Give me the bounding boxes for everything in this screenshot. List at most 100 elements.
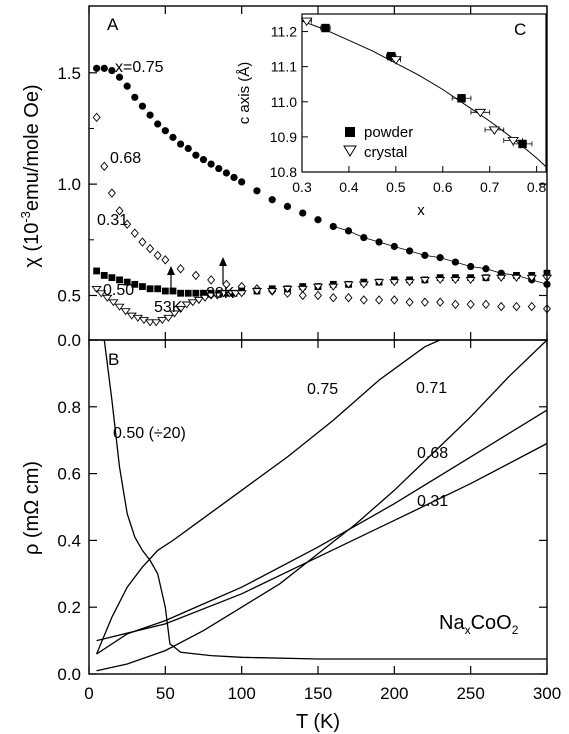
point-x050 xyxy=(267,288,278,296)
point-x031 xyxy=(123,278,131,286)
point-x075 xyxy=(238,178,246,186)
point-x068 xyxy=(115,206,124,216)
panel-a-y-axis-title: χ (10-3emu/mole Oe) xyxy=(18,84,43,267)
point-x075 xyxy=(283,202,292,210)
point-x050 xyxy=(450,277,461,285)
point-x075 xyxy=(329,222,337,231)
panel-b-x-tick-label: 100 xyxy=(227,684,255,703)
point-x068 xyxy=(497,301,506,312)
panel-a-y-tick-label: 1.0 xyxy=(57,175,81,194)
point-x068 xyxy=(405,297,414,307)
point-x075 xyxy=(199,156,208,164)
point-x050 xyxy=(251,288,263,296)
point-x050 xyxy=(144,319,156,327)
point-x068 xyxy=(207,275,216,285)
point-x050 xyxy=(435,277,446,285)
point-x075 xyxy=(207,160,215,168)
point-x050 xyxy=(169,310,180,318)
point-x075 xyxy=(360,233,368,242)
point-x050 xyxy=(96,290,107,298)
panel-b-x-axis-title: T (K) xyxy=(296,711,340,733)
point-x068 xyxy=(176,264,185,274)
point-powder xyxy=(518,139,527,149)
point-x075 xyxy=(406,247,414,255)
legend-powder-label: powder xyxy=(364,124,413,141)
point-x050 xyxy=(206,292,217,300)
label-b-071: 0.71 xyxy=(416,380,447,397)
point-x075 xyxy=(184,144,192,153)
panel-b-x-tick-label: 0 xyxy=(84,684,93,703)
panel-b-y-tick-label: 0.2 xyxy=(57,598,81,617)
point-x050 xyxy=(480,274,492,282)
point-x050 xyxy=(373,279,385,287)
point-x031 xyxy=(177,289,184,297)
point-x050 xyxy=(526,274,537,282)
panel-b-x-tick-label: 250 xyxy=(456,684,484,703)
point-x075 xyxy=(253,187,261,195)
point-x050 xyxy=(343,281,354,289)
panel-c-background xyxy=(302,14,546,172)
point-x050 xyxy=(404,279,415,287)
point-x050 xyxy=(297,285,308,293)
label-b-068: 0.68 xyxy=(417,445,448,462)
panel-c-y-axis-title: c axis (Å) xyxy=(236,62,253,125)
point-x075 xyxy=(268,196,276,204)
point-x031 xyxy=(139,283,146,290)
panel-c-x-tick-label: 0.7 xyxy=(480,179,500,195)
point-x075 xyxy=(299,209,307,217)
curve-05020 xyxy=(103,339,547,660)
point-x068 xyxy=(314,290,322,301)
point-x050 xyxy=(511,274,522,282)
panel-c-x-axis-title: x xyxy=(417,202,425,219)
point-x075 xyxy=(421,251,429,259)
arrow-88k-label: 88K xyxy=(206,285,235,302)
point-x075 xyxy=(169,133,177,141)
panel-c-ticks: 0.3 0.4 0.5 0.6 0.7 0.8 10.8 10.9 11.0 11.1 11.2 xyxy=(270,24,547,195)
point-x031 xyxy=(93,267,101,275)
point-x050 xyxy=(465,277,476,285)
panel-c-series-layer xyxy=(300,17,547,168)
curve-031 xyxy=(96,442,548,642)
panel-c-x-tick-label: 0.8 xyxy=(527,179,547,195)
point-x075 xyxy=(230,173,238,182)
label-b-050: 0.50 (÷20) xyxy=(113,425,186,442)
point-x050 xyxy=(193,297,205,305)
point-crystal xyxy=(507,137,520,146)
panel-b-series-layer xyxy=(95,339,548,672)
panel-b-y-tick-label: 0.0 xyxy=(57,331,81,350)
point-x050 xyxy=(236,290,247,298)
panel-c-y-tick-label: 10.8 xyxy=(270,164,297,180)
point-x050 xyxy=(282,285,293,293)
point-x075 xyxy=(115,73,124,81)
point-x075 xyxy=(451,258,459,266)
point-x075 xyxy=(314,216,322,224)
point-x068 xyxy=(466,299,475,310)
panel-c-x-tick-label: 0.4 xyxy=(339,179,359,195)
point-x068 xyxy=(329,292,338,303)
point-x075 xyxy=(436,254,444,262)
panel-b-x-tick-label: 300 xyxy=(533,684,561,703)
point-x075 xyxy=(215,164,223,173)
point-x068 xyxy=(359,295,368,305)
point-x050 xyxy=(163,314,174,322)
point-x075 xyxy=(177,140,185,148)
point-x050 xyxy=(224,290,235,298)
point-x050 xyxy=(91,285,102,293)
point-x075 xyxy=(146,111,154,119)
point-x050 xyxy=(102,294,113,302)
point-x068 xyxy=(153,250,162,261)
point-x075 xyxy=(192,151,200,159)
point-crystal xyxy=(488,126,501,135)
panel-c-y-tick-label: 11.0 xyxy=(271,94,297,110)
point-x050 xyxy=(175,305,186,313)
point-x075 xyxy=(100,64,108,72)
panel-c-x-tick-label: 0.5 xyxy=(386,179,406,195)
panel-b-y-tick-label: 0.4 xyxy=(57,531,81,550)
point-x068 xyxy=(420,297,429,307)
point-x031 xyxy=(169,287,177,295)
panel-c-label: C xyxy=(514,20,526,39)
panel-c-frame xyxy=(301,13,547,173)
point-x068 xyxy=(527,301,536,312)
point-x068 xyxy=(123,219,132,229)
